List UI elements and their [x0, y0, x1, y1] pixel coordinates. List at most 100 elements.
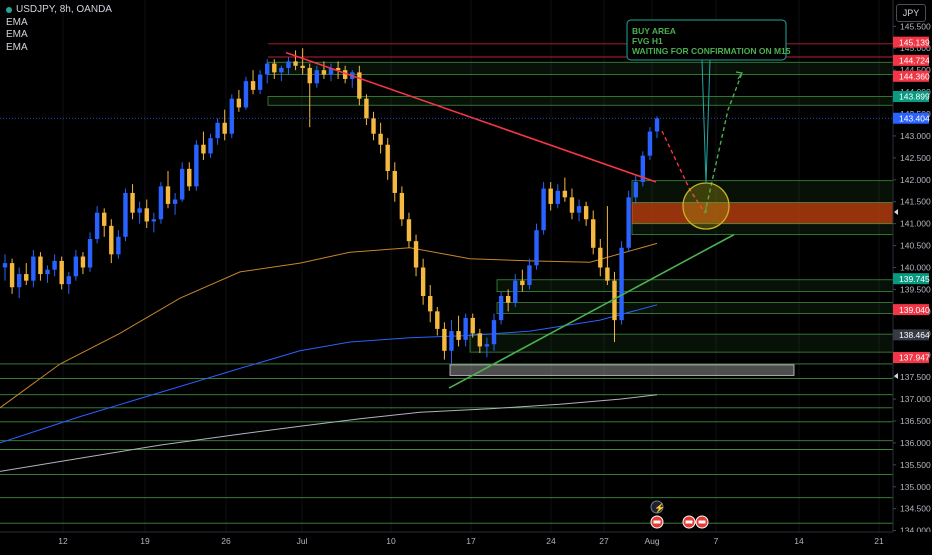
candle-body[interactable]: [364, 98, 369, 119]
candle-body[interactable]: [420, 267, 426, 297]
indicator-ema-1[interactable]: EMA: [6, 16, 28, 28]
candle-body[interactable]: [399, 192, 405, 220]
candle-body[interactable]: [435, 311, 440, 329]
candle-body[interactable]: [562, 190, 568, 198]
price-label-bg[interactable]: [893, 91, 929, 103]
candle-body[interactable]: [534, 230, 539, 266]
candle-body[interactable]: [605, 267, 610, 281]
candle-body[interactable]: [80, 256, 86, 268]
price-label-bg[interactable]: [893, 329, 929, 341]
candle-body[interactable]: [449, 331, 454, 351]
candle-body[interactable]: [130, 192, 135, 213]
candle-body[interactable]: [158, 186, 164, 220]
candle-body[interactable]: [442, 328, 447, 351]
candle-body[interactable]: [619, 247, 624, 321]
candle-body[interactable]: [59, 260, 64, 285]
candle-body[interactable]: [520, 280, 525, 286]
candle-body[interactable]: [300, 65, 305, 68]
candle-body[interactable]: [293, 61, 298, 66]
candle-body[interactable]: [527, 265, 532, 286]
candle-body[interactable]: [102, 212, 107, 226]
candle-body[interactable]: [314, 70, 320, 84]
price-label-bg[interactable]: [893, 54, 929, 66]
annotation-box[interactable]: [626, 19, 787, 61]
candle-body[interactable]: [137, 208, 142, 213]
candle-body[interactable]: [24, 274, 29, 281]
candle-body[interactable]: [328, 67, 334, 75]
candle-body[interactable]: [640, 155, 646, 182]
candle-body[interactable]: [66, 276, 71, 285]
candle-body[interactable]: [598, 247, 603, 268]
candle-body[interactable]: [31, 256, 36, 281]
candle-body[interactable]: [307, 67, 312, 84]
candle-body[interactable]: [569, 197, 575, 213]
candle-body[interactable]: [229, 98, 234, 134]
indicator-ema-3[interactable]: EMA: [6, 41, 28, 53]
candle-body[interactable]: [505, 296, 511, 303]
price-label-bg[interactable]: [893, 352, 929, 364]
candle-body[interactable]: [342, 70, 348, 79]
candle-body[interactable]: [321, 70, 327, 75]
candle-body[interactable]: [357, 72, 362, 99]
candle-body[interactable]: [52, 260, 57, 270]
candle-body[interactable]: [151, 219, 157, 222]
candle-body[interactable]: [612, 280, 617, 321]
candle-body[interactable]: [541, 188, 546, 231]
candle-body[interactable]: [286, 61, 291, 68]
candle-body[interactable]: [123, 192, 128, 237]
candle-body[interactable]: [16, 274, 22, 288]
candle-body[interactable]: [116, 236, 121, 255]
currency-badge[interactable]: JPY: [896, 4, 926, 22]
candle-body[interactable]: [144, 208, 149, 222]
candle-body[interactable]: [555, 190, 560, 204]
candle-body[interactable]: [94, 212, 100, 239]
candle-body[interactable]: [165, 186, 171, 204]
candle-body[interactable]: [513, 280, 518, 303]
price-label-bg[interactable]: [893, 304, 929, 316]
candle-body[interactable]: [2, 263, 8, 268]
candle-body[interactable]: [371, 118, 376, 134]
candle-body[interactable]: [647, 131, 653, 156]
candle-body[interactable]: [9, 263, 15, 288]
symbol-title[interactable]: USDJPY, 8h, OANDA: [6, 4, 112, 17]
candle-body[interactable]: [194, 144, 199, 187]
candle-body[interactable]: [243, 81, 249, 108]
candle-body[interactable]: [491, 320, 497, 345]
candle-body[interactable]: [265, 63, 270, 75]
price-label-bg[interactable]: [893, 273, 929, 285]
candle-body[interactable]: [591, 219, 596, 248]
candle-body[interactable]: [201, 144, 206, 154]
candle-body[interactable]: [45, 269, 50, 275]
candle-body[interactable]: [87, 238, 93, 268]
candle-body[interactable]: [463, 317, 468, 340]
candle-body[interactable]: [392, 171, 397, 193]
price-label-bg[interactable]: [893, 36, 929, 48]
price-label-bg[interactable]: [893, 70, 929, 82]
price-label-bg[interactable]: [893, 112, 929, 124]
candle-body[interactable]: [633, 181, 638, 198]
candle-body[interactable]: [73, 256, 79, 277]
candle-body[interactable]: [626, 197, 631, 248]
candle-body[interactable]: [654, 118, 660, 132]
trendline-green[interactable]: [448, 233, 735, 389]
candle-body[interactable]: [109, 225, 114, 255]
candle-body[interactable]: [576, 206, 582, 213]
candle-body[interactable]: [172, 199, 178, 204]
candle-body[interactable]: [413, 241, 419, 268]
candle-body[interactable]: [428, 296, 433, 312]
indicator-ema-2[interactable]: EMA: [6, 29, 28, 40]
candle-body[interactable]: [484, 344, 490, 347]
candle-body[interactable]: [38, 256, 43, 275]
candle-body[interactable]: [179, 168, 185, 200]
candle-body[interactable]: [236, 98, 242, 108]
candle-body[interactable]: [279, 67, 284, 73]
trendline-red[interactable]: [285, 51, 657, 183]
candle-body[interactable]: [335, 67, 341, 71]
candle-body[interactable]: [378, 133, 383, 145]
candle-body[interactable]: [257, 74, 263, 90]
candle-body[interactable]: [477, 333, 483, 347]
candle-body[interactable]: [208, 138, 213, 154]
candle-body[interactable]: [250, 81, 256, 90]
candle-body[interactable]: [385, 144, 390, 172]
